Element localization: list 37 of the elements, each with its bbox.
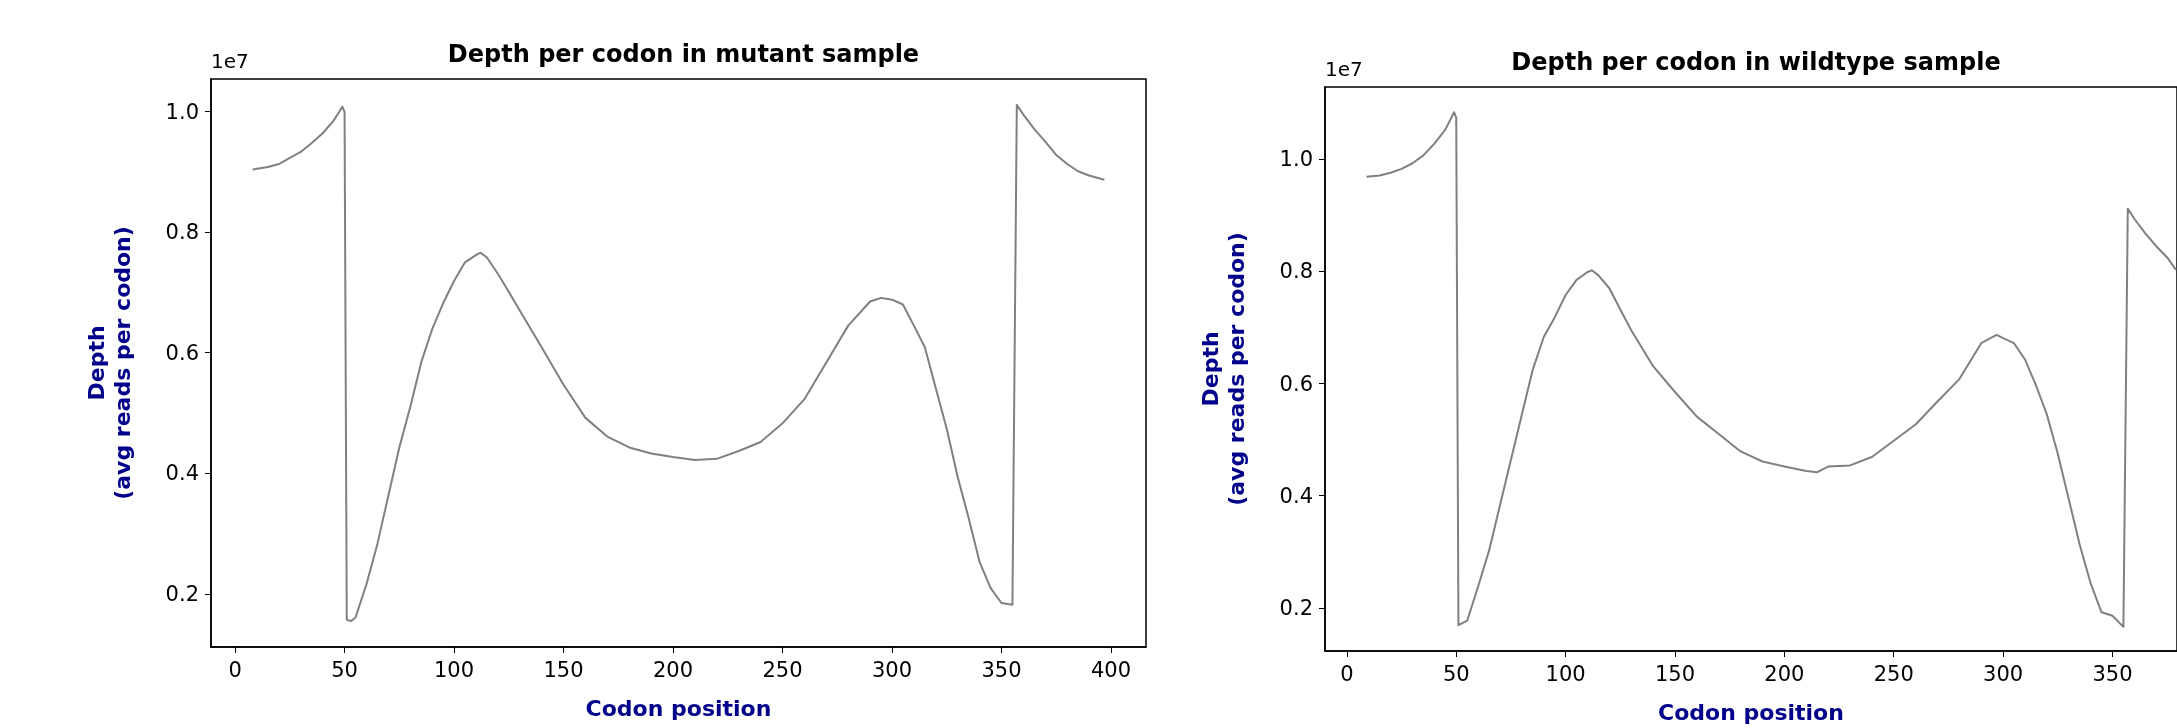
line-series: [1365, 111, 2177, 628]
y-tick-label: 1.0: [1279, 147, 1313, 172]
y-tick-label: 0.6: [1279, 371, 1313, 396]
y-tick-label: 1.0: [165, 99, 199, 124]
y-tick-label: 0.2: [165, 581, 199, 606]
chart-title: Depth per codon in wildtype sample: [1511, 48, 2001, 76]
y-tick-label: 0.8: [1279, 259, 1313, 284]
x-tick-label: 350: [981, 657, 1022, 682]
x-tick-label: 200: [652, 657, 694, 682]
x-tick-label: 300: [1983, 661, 2024, 686]
x-tick-label: 150: [1654, 661, 1696, 686]
y-tick-label: 0.4: [165, 461, 199, 486]
chart-title: Depth per codon in mutant sample: [447, 40, 920, 68]
x-tick-label: 0: [1340, 661, 1354, 686]
x-tick-label: 50: [1442, 661, 1470, 686]
x-tick-label: 250: [762, 657, 803, 682]
x-tick-label: 50: [331, 657, 358, 682]
text: 1e7: [1325, 57, 1363, 81]
x-tick-label: 0: [228, 657, 242, 682]
x-tick-label: 350: [2092, 661, 2133, 686]
x-tick-label: 300: [871, 657, 913, 682]
x-axis-title: Codon position: [585, 695, 772, 721]
x-tick-label: 200: [1764, 661, 1805, 686]
x-tick-label: 400: [1090, 657, 1132, 682]
x-axis-title: Codon position: [1658, 699, 1844, 725]
y-tick-label: 0.2: [1279, 595, 1313, 620]
text: 1e7: [211, 49, 249, 73]
y-tick-label: 0.6: [165, 340, 199, 365]
x-tick-label: 100: [1545, 661, 1586, 686]
y-tick-label: 0.8: [165, 220, 199, 245]
x-tick-label: 100: [434, 657, 475, 682]
y-axis-title: Depth (avg reads per codon): [83, 226, 135, 500]
x-tick-label: 250: [1873, 661, 1914, 686]
y-axis-title: Depth (avg reads per codon): [1197, 232, 1249, 506]
line-series: [251, 103, 1106, 623]
x-tick-label: 150: [543, 657, 584, 682]
y-tick-label: 0.4: [1279, 483, 1313, 508]
